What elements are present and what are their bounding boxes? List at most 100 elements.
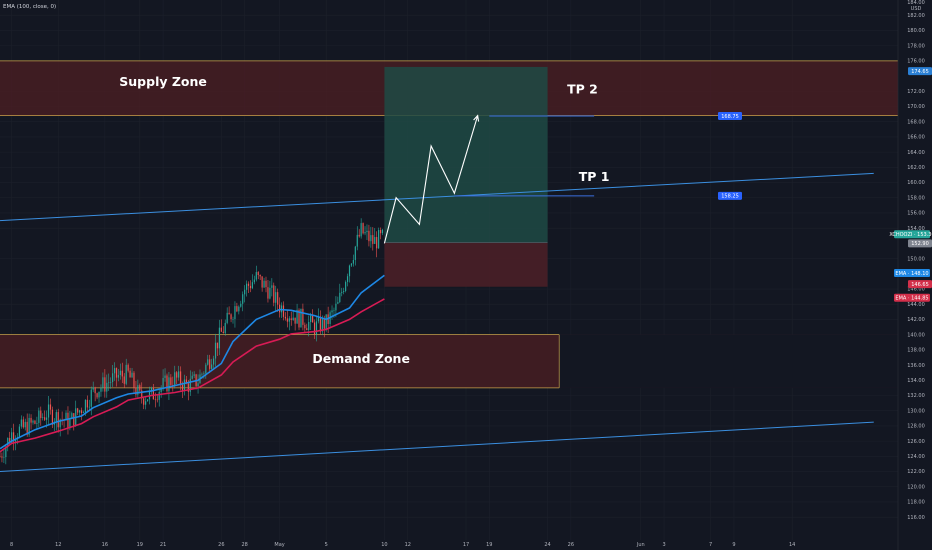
candle-body xyxy=(77,408,79,413)
candle-body xyxy=(310,315,312,322)
price-tick-label: 156.00 xyxy=(907,211,925,217)
price-tag xyxy=(718,111,742,120)
candle-body xyxy=(214,342,217,359)
candle-body xyxy=(51,409,54,425)
candle-body xyxy=(32,420,34,423)
candle-body xyxy=(300,308,302,328)
price-tick-label: 136.00 xyxy=(907,363,925,369)
price-tick-label: 132.00 xyxy=(907,393,925,399)
price-tick-label: 180.00 xyxy=(907,28,925,34)
candle-body xyxy=(189,378,191,392)
zones xyxy=(0,60,898,389)
time-tick-label: 12 xyxy=(405,542,411,548)
candle-body xyxy=(46,417,48,420)
time-tick-label: 7 xyxy=(709,542,712,548)
price-tag xyxy=(894,230,930,239)
candle-body xyxy=(205,364,207,374)
projection-line[interactable] xyxy=(383,115,479,244)
projection-path[interactable] xyxy=(383,114,480,244)
zone-box xyxy=(0,334,560,388)
candle-body xyxy=(374,237,376,244)
candle-body xyxy=(96,393,98,398)
candle-body xyxy=(106,382,108,392)
candle-body xyxy=(372,235,374,244)
candle-body xyxy=(269,287,271,299)
candle-body xyxy=(346,276,349,282)
price-tick-label: 158.00 xyxy=(907,195,925,201)
candle-body xyxy=(127,364,129,371)
position-tool[interactable] xyxy=(384,66,548,287)
candle-body xyxy=(170,377,172,385)
candle-body xyxy=(3,457,5,458)
candle-body xyxy=(152,387,154,400)
candle-body xyxy=(259,274,261,277)
time-axis[interactable]: 8 12 16 19 21 26 28 May 5 10 12 17 19 24 26 Jun 3 7 9 14 xyxy=(10,542,795,548)
currency-label: USD xyxy=(911,6,922,12)
candle-body xyxy=(257,272,259,275)
candle-body xyxy=(82,412,85,413)
price-tick-label: 154.00 xyxy=(907,226,925,232)
chart-legend: EMA (100, close, 0) xyxy=(3,4,56,10)
candle-body xyxy=(183,379,186,391)
candle-body xyxy=(234,306,236,320)
price-tick-label: 168.00 xyxy=(907,119,925,125)
price-tag-label: 174.65 xyxy=(911,69,929,75)
trendline[interactable] xyxy=(0,421,874,473)
time-tick-label: 9 xyxy=(732,542,735,548)
candle-body xyxy=(158,391,160,400)
candle-body xyxy=(178,371,180,378)
candle-body xyxy=(298,309,300,328)
candle-body xyxy=(319,316,321,332)
candle-body xyxy=(104,377,106,392)
price-tick-label: 144.00 xyxy=(907,302,925,308)
candle-body xyxy=(245,283,248,290)
candle-body xyxy=(110,381,112,383)
candle-body xyxy=(343,291,345,292)
candle-body xyxy=(143,398,145,405)
price-tag xyxy=(894,293,930,302)
candle-body xyxy=(247,283,250,286)
candle-body xyxy=(335,303,337,311)
candle-body xyxy=(73,413,75,426)
candle-body xyxy=(216,342,219,349)
candle-body xyxy=(12,432,15,442)
trendlines[interactable] xyxy=(0,172,874,473)
candle-body xyxy=(193,374,195,376)
candle-body xyxy=(376,237,378,249)
take-profit-label: TP 1 xyxy=(579,169,610,184)
price-tag-label: 158.25 xyxy=(721,194,739,200)
zone-label: Demand Zone xyxy=(312,351,410,366)
price-tick-label: 160.00 xyxy=(907,180,925,186)
candle-body xyxy=(226,312,228,323)
candle-body xyxy=(71,413,73,419)
zone-label: Supply Zone xyxy=(119,74,207,89)
candle-body xyxy=(236,306,238,312)
candle-body xyxy=(312,315,314,323)
price-tick-label: 176.00 xyxy=(907,59,925,65)
target-levels[interactable] xyxy=(454,115,595,197)
time-tick-label: 28 xyxy=(241,542,247,548)
price-tick-label: 122.00 xyxy=(907,469,925,475)
candle-body xyxy=(146,399,149,402)
candle-body xyxy=(94,387,96,394)
time-tick-label: 19 xyxy=(486,542,492,548)
candle-body xyxy=(240,303,242,307)
candle-body xyxy=(123,376,125,384)
candle-body xyxy=(22,419,24,428)
time-tick-label: 16 xyxy=(102,542,108,548)
trendline[interactable] xyxy=(0,172,874,222)
candle-body xyxy=(251,282,254,289)
ema-blue-line xyxy=(0,274,385,450)
candle-body xyxy=(352,260,354,264)
candle-body xyxy=(275,292,277,303)
candle-body xyxy=(191,375,193,379)
candle-body xyxy=(7,438,9,447)
candle-body xyxy=(370,235,372,242)
loss-zone[interactable] xyxy=(384,242,548,287)
candle-body xyxy=(220,327,222,332)
candle-body xyxy=(1,456,3,458)
time-tick-label: 5 xyxy=(325,542,328,548)
candle-body xyxy=(358,234,360,237)
